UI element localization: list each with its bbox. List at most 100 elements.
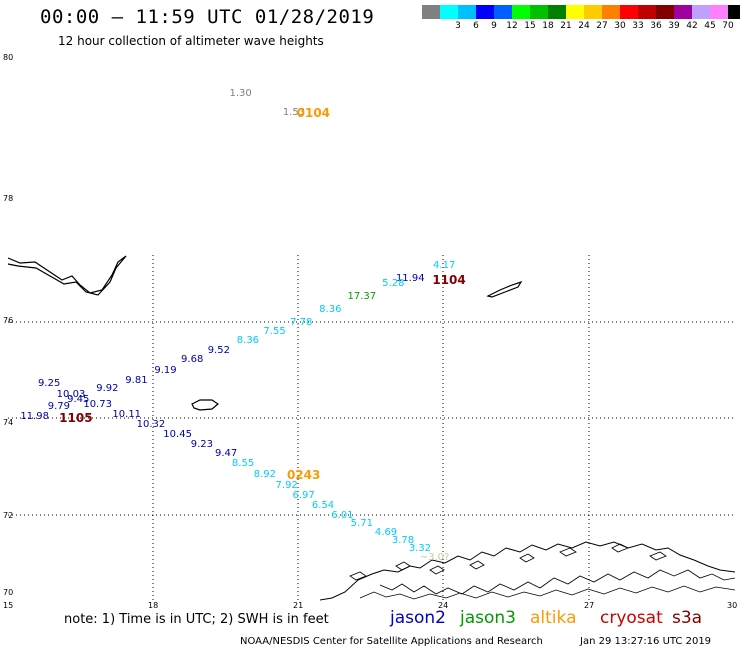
wave-height-value: 10.11 — [112, 408, 142, 420]
wave-height-value: 5.71 — [350, 518, 373, 530]
wave-height-value: 11.94 — [395, 272, 425, 284]
legend-swatch — [512, 5, 530, 19]
lon-label-21: 21 — [293, 601, 304, 610]
legend-label: 9 — [491, 21, 497, 31]
faint-value: ~3.0? — [419, 551, 450, 563]
legend-swatch — [566, 5, 584, 19]
legend-swatch — [422, 5, 440, 19]
footer-timestamp: Jan 29 13:27:16 UTC 2019 — [580, 636, 712, 647]
satellite-altika: altika — [530, 608, 577, 628]
legend-swatch — [674, 5, 692, 19]
graticule — [8, 255, 735, 600]
lon-label-15: 15 — [3, 601, 14, 610]
legend-swatch — [494, 5, 512, 19]
wave-height-value: 10.73 — [83, 399, 112, 411]
wave-height-value: 1.30 — [229, 87, 252, 99]
lat-label-80: 80 — [3, 53, 14, 62]
legend-label: 12 — [506, 21, 518, 31]
wave-height-value: 3.78 — [391, 535, 415, 547]
lon-label-18: 18 — [148, 601, 159, 610]
legend-label: 70 — [722, 21, 734, 31]
pass-time-label: 1105 — [59, 411, 93, 425]
svalbard-coast — [7, 255, 127, 296]
lat-label-72: 72 — [3, 511, 14, 520]
legend-swatch — [656, 5, 674, 19]
wave-height-value: 3.32 — [408, 543, 432, 554]
legend-label: 24 — [578, 21, 590, 31]
legend-swatch — [530, 5, 548, 19]
legend-label: 3 — [455, 21, 461, 31]
legend-label: 15 — [524, 21, 536, 31]
wave-height-value: 1.53 — [282, 107, 306, 119]
wave-height-value: 9.23 — [190, 438, 213, 450]
wave-height-value: 7.78 — [290, 317, 313, 329]
satellite-cryosat: cryosat — [600, 608, 663, 628]
page-title: 00:00 – 11:59 UTC 01/28/2019 — [40, 6, 375, 28]
legend-swatch — [710, 5, 728, 19]
legend-label: 6 — [473, 21, 479, 31]
wave-height-value: 7.55 — [263, 325, 286, 337]
legend-label: 21 — [560, 21, 572, 31]
legend-swatch — [692, 5, 710, 19]
legend-swatch — [548, 5, 566, 19]
wave-height-value: 8.36 — [319, 303, 342, 315]
legend-swatch — [620, 5, 638, 19]
wave-height-value: 10.45 — [163, 428, 192, 440]
wave-height-value: 9.92 — [96, 383, 119, 395]
note-text: note: 1) Time is in UTC; 2) SWH is in fe… — [64, 612, 329, 627]
wave-height-value: 9.79 — [47, 401, 71, 413]
lat-label-78: 78 — [3, 194, 14, 203]
legend-label: 36 — [650, 21, 662, 31]
wave-height-value: 9.68 — [181, 354, 204, 366]
lat-label-76: 76 — [3, 316, 14, 325]
wave-height-value: 9.52 — [207, 344, 230, 356]
wave-height-value: 9.81 — [125, 374, 148, 386]
wave-height-value: 11.98 — [20, 411, 49, 423]
lat-label-70: 70 — [3, 588, 14, 597]
satellite-jason3: jason3 — [460, 608, 516, 628]
legend-swatch — [584, 5, 602, 19]
wave-height-value: 4.69 — [374, 526, 398, 538]
wave-height-value: 8.36 — [236, 335, 260, 347]
wave-height-value: 10.32 — [136, 419, 166, 431]
wave-height-value: 5.28 — [382, 277, 405, 289]
legend-swatch — [476, 5, 494, 19]
legend-swatch — [638, 5, 656, 19]
footer-credit: NOAA/NESDIS Center for Satellite Applica… — [240, 636, 543, 647]
norway-islands — [349, 543, 667, 581]
wave-height-value: 8.92 — [253, 469, 276, 481]
legend-label: 33 — [632, 21, 644, 31]
legend-label: 39 — [668, 21, 680, 31]
wave-height-value: 6.01 — [331, 510, 354, 522]
lon-label-30: 30 — [727, 601, 738, 610]
pass-time-label: 1104 — [432, 273, 466, 288]
lon-label-24: 24 — [438, 601, 449, 610]
wave-height-value: 9.47 — [214, 448, 238, 460]
page-subtitle: 12 hour collection of altimeter wave hei… — [58, 34, 324, 48]
lat-label-74: 74 — [3, 418, 14, 427]
norway-fjords — [379, 569, 736, 595]
legend-label: 18 — [542, 21, 554, 31]
norway-inland — [359, 585, 736, 600]
legend-label: 27 — [596, 21, 608, 31]
legend-label: 42 — [686, 21, 698, 31]
wave-height-value: 9.19 — [154, 365, 177, 377]
wave-height-value: 9.25 — [38, 378, 61, 390]
wave-height-value: 7.92 — [275, 479, 298, 491]
bear-island — [191, 399, 220, 411]
satellite-jason2: jason2 — [390, 608, 446, 628]
legend-swatch — [602, 5, 620, 19]
pass-time-label: 0243 — [286, 468, 321, 483]
satellite-s3a: s3a — [672, 608, 703, 628]
norway-coast — [319, 541, 736, 601]
pass-time-label: 0104 — [296, 106, 331, 121]
wave-height-value: 6.54 — [311, 500, 335, 512]
legend-swatch — [458, 5, 476, 19]
wave-height-value: 17.37 — [347, 291, 377, 303]
wave-height-value: 9.45 — [67, 393, 90, 405]
legend-label: 45 — [704, 21, 716, 31]
legend-swatch — [440, 5, 458, 19]
lon-label-27: 27 — [584, 601, 595, 610]
wave-height-value: 4.17 — [433, 260, 456, 272]
